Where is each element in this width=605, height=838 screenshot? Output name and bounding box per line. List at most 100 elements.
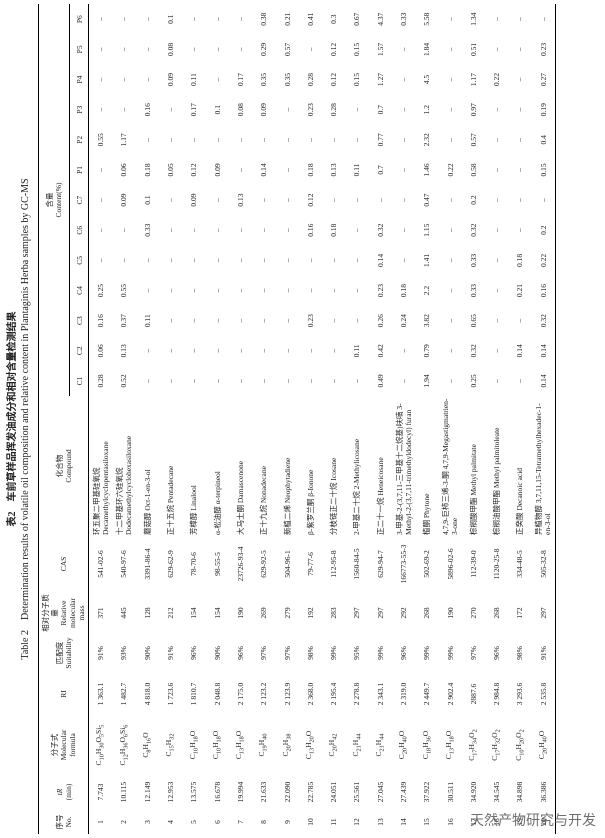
header-en: RI: [59, 690, 68, 698]
table-cell: 2: [119, 820, 129, 824]
column-header: 相对分子质量 Relative molecular mass: [39, 592, 89, 634]
table-cell: C12H36O6Si6: [117, 724, 130, 766]
table-cell: C20H42: [327, 733, 339, 757]
table-cell: –: [212, 137, 222, 142]
table-cell: 0.18: [142, 163, 152, 177]
table-cell: C10H20O2: [513, 729, 526, 761]
table-cell: –: [259, 258, 269, 263]
table-cell: –: [96, 168, 106, 172]
table-cell: 0.49: [375, 374, 385, 388]
sample-header: P3: [74, 105, 84, 114]
table-cell: 297: [538, 607, 548, 619]
table-cell: 334-48-5: [515, 550, 525, 578]
table-cell: 270: [468, 607, 478, 619]
caption-en: Table 2 Determination results of volatil…: [20, 178, 31, 660]
header-zh: 相对分子质量: [41, 594, 59, 632]
table-cell: –: [235, 17, 245, 22]
table-cell: β-紫罗兰酮 β-Ionone: [305, 469, 315, 535]
table-cell: –: [282, 228, 292, 233]
table-cell: 1.94: [422, 374, 432, 388]
table-cell: 34.920: [468, 781, 478, 803]
table-cell: 0.79: [422, 344, 432, 358]
table-cell: 0.2: [538, 225, 548, 235]
table-cell: 1.41: [422, 253, 432, 267]
header-row: 序号 No. tR (min) 分子式 Molecular formula RI 匹配度 Sui…: [38, 4, 86, 834]
data-table: 序号 No. tR (min) 分子式 Molecular formula RI 匹配度 Sui…: [38, 4, 556, 834]
table-row: 12 25.561 C21H44 2 278.8 95% 297 1560-84-5 2-甲基…: [345, 4, 368, 834]
table-cell: C18H36O: [420, 730, 433, 760]
table-cell: –: [96, 228, 106, 233]
table-cell: –: [212, 77, 222, 82]
table-cell: –: [399, 77, 408, 82]
header-zh: tR: [54, 788, 64, 796]
table-cell: –: [189, 348, 199, 353]
table-cell: 0.41: [305, 12, 315, 26]
header-zh: 化合物: [54, 454, 64, 478]
table-cell: –: [445, 318, 455, 323]
table-cell: –: [445, 77, 455, 82]
table-cell: –: [142, 47, 152, 52]
table-cell: 1 723.6: [166, 682, 176, 706]
table-cell: 4.5: [422, 74, 432, 85]
table-cell: 12: [352, 818, 362, 826]
table-cell: –: [399, 198, 408, 202]
table-cell: 15: [422, 818, 432, 826]
table-cell: 22.785: [305, 781, 315, 803]
header-en: Molecular formula: [59, 729, 77, 761]
header-en: CAS: [59, 556, 68, 572]
table-cell: –: [515, 107, 525, 112]
table-cell: 97%: [282, 646, 292, 660]
table-cell: –: [119, 258, 129, 263]
column-header: RI: [39, 672, 89, 716]
table-cell: C8H16O: [140, 732, 153, 758]
header-en: Content(%): [54, 182, 64, 218]
table-cell: 0.1: [212, 104, 222, 115]
table-cell: 5.58: [422, 12, 432, 26]
caption: 表2 车前草样品挥发油成分和相对含量检测结果 Table 2 Determina…: [6, 0, 32, 838]
table-cell: 98-55-5: [212, 552, 222, 576]
table-cell: C13H18O: [234, 730, 246, 760]
table-row: 17 34.920 C17H34O2 2887.6 97% 270 112-39-0 棕榈酸甲…: [462, 4, 485, 834]
table-cell: 25.561: [352, 781, 362, 803]
table-cell: 10: [305, 818, 315, 826]
table-cell: –: [212, 17, 222, 22]
table-cell: 0.35: [282, 72, 292, 87]
table-cell: 2 123.2: [259, 682, 269, 706]
table-cell: –: [329, 318, 339, 323]
header-zh: 序号: [54, 814, 64, 830]
table-cell: C13H20O: [304, 730, 316, 760]
table-cell: 21.633: [259, 781, 269, 803]
caption-zh: 表2 车前草样品挥发油成分和相对含量检测结果: [7, 311, 18, 527]
table-cell: 0.33: [399, 12, 408, 26]
table-cell: 36.386: [538, 781, 548, 803]
table-cell: –: [166, 318, 176, 323]
table-cell: –: [235, 258, 245, 263]
table-cell: 0.25: [468, 374, 478, 388]
table-cell: –: [445, 17, 455, 22]
table-cell: 502-69-2: [422, 550, 432, 578]
table-cell: –: [305, 288, 315, 293]
table-cell: –: [189, 228, 199, 233]
table-cell: 99%: [375, 646, 385, 660]
table-cell: 4: [166, 820, 176, 824]
table-cell: 128: [142, 607, 152, 619]
table-cell: 0.28: [305, 72, 315, 87]
table-cell: 79-77-6: [305, 552, 315, 576]
table-cell: 8: [259, 820, 269, 824]
table-cell: 0.27: [538, 72, 548, 87]
table-cell: –: [492, 17, 502, 22]
table-cell: 5896-02-6: [445, 548, 455, 580]
table-cell: –: [445, 379, 455, 383]
table-cell: –: [142, 288, 152, 293]
table-cell: –: [96, 198, 106, 202]
table-cell: 96%: [189, 646, 199, 660]
table-cell: 0.15: [538, 163, 548, 177]
table-cell: 112-39-0: [468, 550, 478, 578]
table-cell: –: [142, 258, 152, 263]
table-cell: 0.13: [119, 344, 129, 358]
table-cell: –: [352, 198, 362, 202]
table-cell: 0.4: [538, 135, 548, 145]
table-cell: –: [235, 348, 245, 353]
table-cell: 0.16: [96, 314, 106, 328]
table-cell: –: [399, 168, 408, 172]
